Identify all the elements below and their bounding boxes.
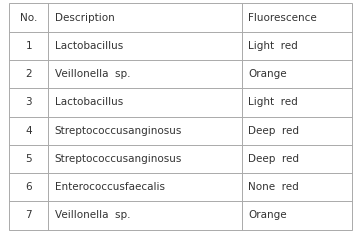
Text: 5: 5 bbox=[25, 154, 32, 164]
Text: 2: 2 bbox=[25, 69, 32, 79]
Text: 3: 3 bbox=[25, 97, 32, 107]
Text: Orange: Orange bbox=[248, 69, 287, 79]
Text: No.: No. bbox=[20, 13, 37, 23]
Text: Fluorescence: Fluorescence bbox=[248, 13, 317, 23]
Text: Light  red: Light red bbox=[248, 41, 298, 51]
Text: 6: 6 bbox=[25, 182, 32, 192]
Text: Light  red: Light red bbox=[248, 97, 298, 107]
Text: 1: 1 bbox=[25, 41, 32, 51]
Text: None  red: None red bbox=[248, 182, 299, 192]
Text: Veillonella  sp.: Veillonella sp. bbox=[55, 69, 130, 79]
Text: Lactobacillus: Lactobacillus bbox=[55, 97, 123, 107]
Text: Streptococcusanginosus: Streptococcusanginosus bbox=[55, 126, 182, 136]
Text: Deep  red: Deep red bbox=[248, 126, 300, 136]
Text: Lactobacillus: Lactobacillus bbox=[55, 41, 123, 51]
Text: Description: Description bbox=[55, 13, 115, 23]
Text: 4: 4 bbox=[25, 126, 32, 136]
Text: Deep  red: Deep red bbox=[248, 154, 300, 164]
Text: Streptococcusanginosus: Streptococcusanginosus bbox=[55, 154, 182, 164]
Text: Orange: Orange bbox=[248, 210, 287, 220]
Text: Enterococcusfaecalis: Enterococcusfaecalis bbox=[55, 182, 165, 192]
Text: Veillonella  sp.: Veillonella sp. bbox=[55, 210, 130, 220]
Text: 7: 7 bbox=[25, 210, 32, 220]
